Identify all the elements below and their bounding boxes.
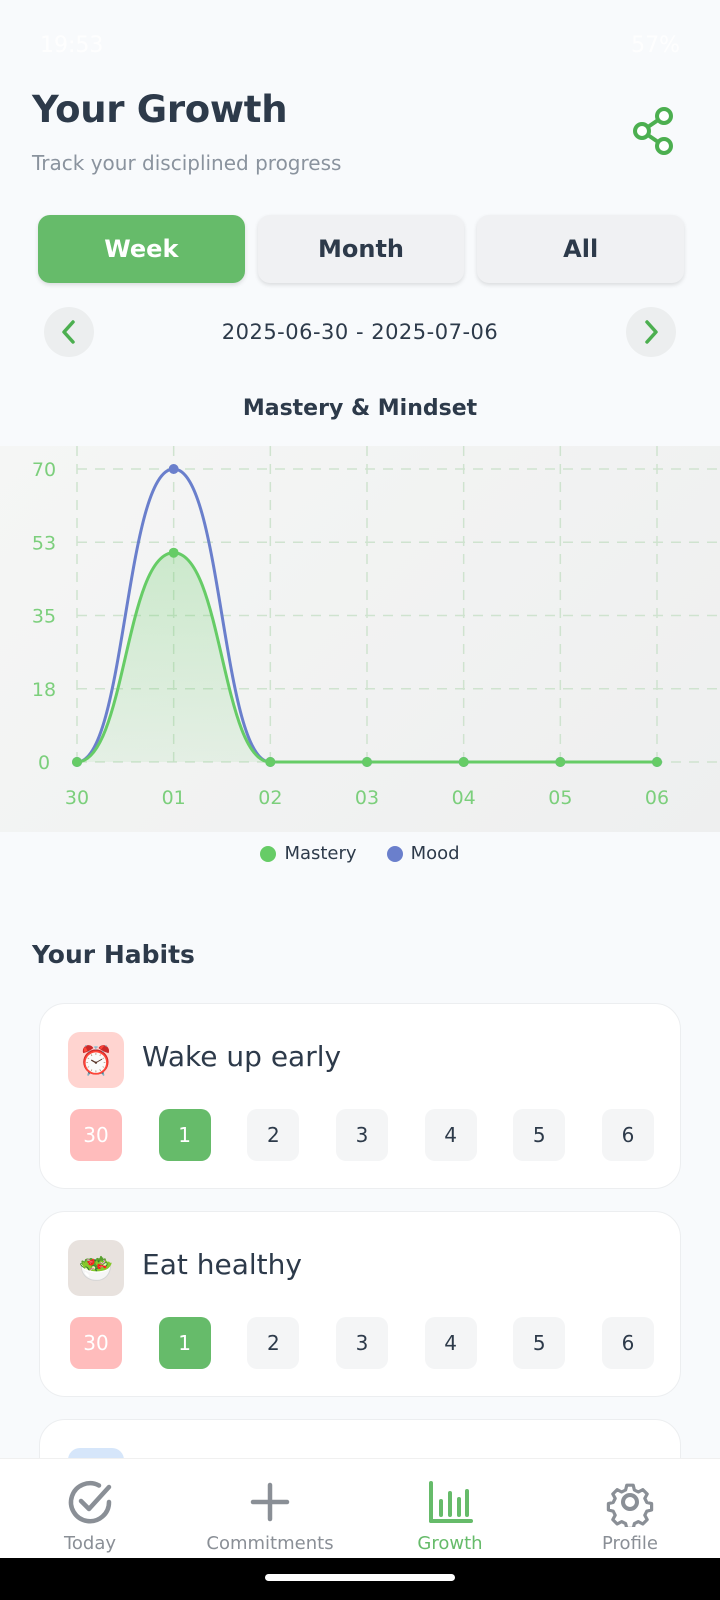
y-tick-label: 70	[32, 459, 56, 481]
data-point-mastery	[72, 757, 82, 767]
plus-icon	[250, 1482, 290, 1522]
nav-commitments[interactable]: Commitments	[180, 1459, 360, 1558]
previous-week-button[interactable]	[44, 307, 94, 357]
legend-item-mastery: Mastery	[260, 843, 357, 864]
y-tick-label: 0	[38, 752, 50, 774]
x-tick-label: 01	[162, 787, 186, 809]
tab-all[interactable]: All	[477, 215, 685, 283]
habit-day[interactable]: 4	[424, 1317, 477, 1369]
habit-day[interactable]: 6	[601, 1317, 654, 1369]
chart-title: Mastery & Mindset	[242, 396, 478, 421]
x-tick-label: 06	[645, 787, 669, 809]
x-tick-label: 30	[65, 787, 89, 809]
data-point-mastery	[362, 757, 372, 767]
nav-label-commitments: Commitments	[206, 1533, 334, 1554]
nav-today[interactable]: Today	[0, 1459, 180, 1558]
status-time: 19:53	[40, 32, 104, 58]
salad-bowl-icon: 🥗	[68, 1240, 124, 1296]
status-bar: 19:53 57%	[0, 0, 720, 90]
habit-card[interactable]: ⏰ Wake up early 30 1 2 3 4 5 6	[39, 1003, 681, 1189]
habits-section-title: Your Habits	[32, 940, 195, 969]
chevron-right-icon	[645, 320, 658, 344]
habit-day[interactable]: 5	[513, 1317, 566, 1369]
page-subtitle: Track your disciplined progress	[32, 151, 342, 175]
data-point-mastery	[555, 757, 566, 767]
tab-month[interactable]: Month	[257, 215, 465, 283]
habit-name: Wake up early	[142, 1040, 342, 1073]
chevron-left-icon	[62, 320, 75, 344]
alarm-clock-icon: ⏰	[68, 1032, 124, 1088]
legend-dot-mood	[386, 845, 403, 862]
series-line-mastery	[76, 551, 657, 764]
nav-label-profile: Profile	[602, 1533, 658, 1554]
y-tick-label: 53	[32, 532, 56, 554]
bottom-navigation: Today Commitments Growth Profile	[0, 1458, 720, 1558]
data-point-mood	[168, 464, 179, 474]
date-navigation: 2025-06-30 - 2025-07-06	[44, 307, 676, 357]
legend-label-mood: Mood	[410, 843, 460, 864]
check-circle-icon	[68, 1481, 112, 1524]
data-point-mastery	[652, 757, 662, 767]
habit-name: Eat healthy	[142, 1248, 302, 1281]
legend-item-mood: Mood	[386, 843, 460, 864]
habit-day[interactable]: 30	[70, 1109, 122, 1161]
nav-profile[interactable]: Profile	[540, 1459, 720, 1558]
share-button[interactable]	[626, 104, 680, 158]
period-tabs: Week Month All	[38, 215, 685, 283]
gear-icon	[606, 1483, 654, 1527]
habit-card[interactable]: 🥗 Eat healthy 30 1 2 3 4 5 6	[39, 1211, 681, 1397]
y-tick-label: 18	[32, 679, 56, 701]
habit-day[interactable]: 30	[70, 1317, 122, 1369]
share-icon	[633, 107, 673, 155]
next-week-button[interactable]	[625, 307, 676, 357]
y-tick-label: 35	[32, 606, 56, 628]
mastery-mood-chart: 0 18 35 53 70 30 01 02 03 04 05 06	[0, 446, 720, 832]
page-title: Your Growth	[32, 88, 288, 131]
habit-day[interactable]: 3	[335, 1317, 388, 1369]
data-point-mastery	[458, 757, 469, 767]
data-point-mastery	[265, 757, 276, 767]
habit-day[interactable]: 3	[335, 1109, 388, 1161]
nav-label-today: Today	[63, 1533, 117, 1554]
date-range-label: 2025-06-30 - 2025-07-06	[221, 320, 499, 344]
habit-day[interactable]: 1	[158, 1109, 211, 1161]
legend-dot-mastery	[260, 845, 277, 862]
habit-day-row: 30 1 2 3 4 5 6	[70, 1109, 654, 1161]
home-gesture-handle[interactable]	[265, 1574, 455, 1581]
bar-chart-icon	[429, 1481, 473, 1523]
habit-day[interactable]: 6	[601, 1109, 654, 1161]
data-point-mastery	[168, 547, 179, 558]
x-tick-label: 02	[258, 787, 282, 809]
series-area-mastery	[77, 552, 657, 762]
habit-day[interactable]: 2	[247, 1317, 300, 1369]
habit-day[interactable]: 5	[513, 1109, 566, 1161]
x-tick-label: 05	[548, 787, 572, 809]
battery-level: 57%	[631, 32, 680, 58]
x-tick-label: 03	[355, 787, 379, 809]
gesture-bar	[0, 1558, 720, 1600]
habit-day-row: 30 1 2 3 4 5 6	[70, 1317, 654, 1369]
chart-legend: Mastery Mood	[0, 843, 720, 864]
habit-day[interactable]: 1	[158, 1317, 211, 1369]
chart-svg: 0 18 35 53 70 30 01 02 03 04 05 06	[32, 446, 720, 809]
page-header: Your Growth Track your disciplined progr…	[32, 88, 692, 175]
habit-day[interactable]: 2	[247, 1109, 300, 1161]
nav-label-growth: Growth	[417, 1533, 483, 1554]
nav-growth[interactable]: Growth	[360, 1459, 540, 1558]
x-tick-label: 04	[452, 787, 476, 809]
tab-week[interactable]: Week	[38, 215, 245, 283]
legend-label-mastery: Mastery	[284, 843, 357, 864]
habit-day[interactable]: 4	[424, 1109, 477, 1161]
